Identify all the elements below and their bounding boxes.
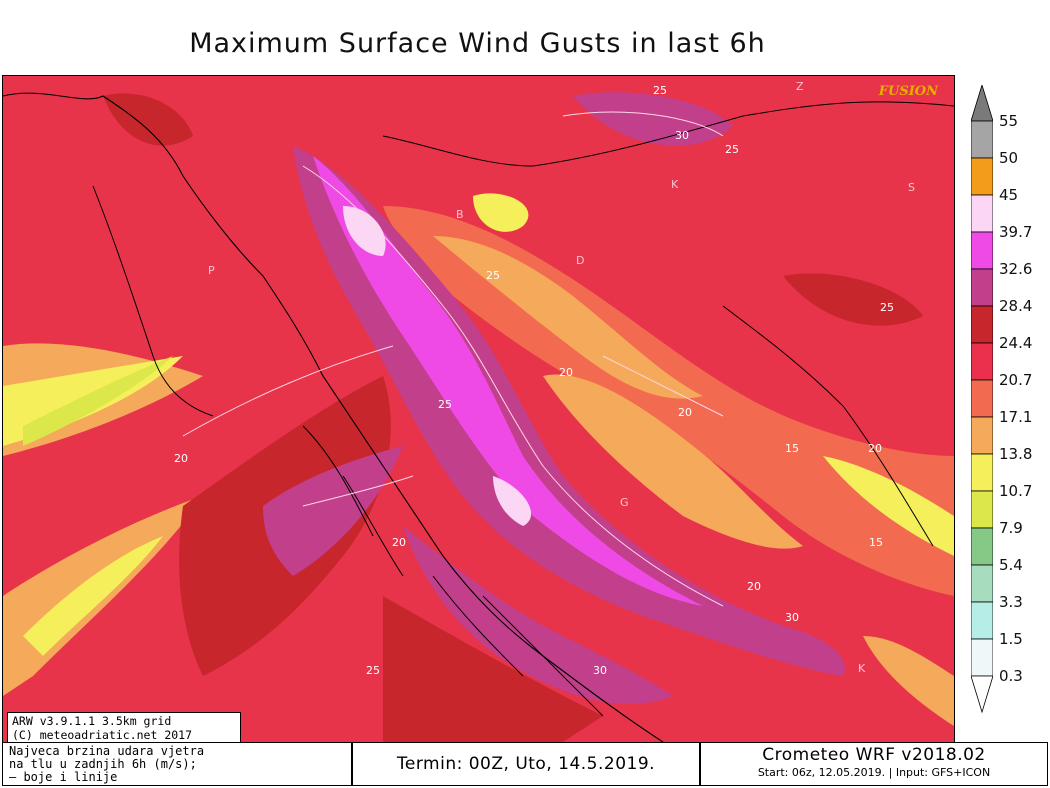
legend-swatch — [971, 527, 993, 566]
contour-label: 20 — [678, 406, 692, 419]
legend-label: 32.6 — [999, 260, 1033, 278]
contour-label: 15 — [785, 442, 799, 455]
legend-swatch — [971, 490, 993, 529]
legend-color-bar — [971, 85, 993, 714]
legend-label: 3.3 — [999, 593, 1023, 611]
legend-swatch — [971, 157, 993, 196]
contour-label: 25 — [880, 301, 894, 314]
forecast-termin: Termin: 00Z, Uto, 14.5.2019. — [352, 742, 700, 786]
fusion-logo: FUSION — [878, 84, 938, 99]
contour-label: 20 — [392, 536, 406, 549]
model-info-line: ARW v3.9.1.1 3.5km grid — [12, 714, 172, 728]
legend-swatch — [971, 379, 993, 418]
legend-swatch — [971, 638, 993, 677]
contour-labels: 25 30 25 20 25 20 20 15 20 15 20 30 25 2… — [174, 84, 894, 677]
footer-legend-text: Najveca brzina udara vjetra na tlu u zad… — [2, 742, 352, 786]
contour-label: 30 — [593, 664, 607, 677]
copyright-line: (C) meteoadriatic.net 2017 — [12, 728, 193, 742]
legend-label: 5.4 — [999, 556, 1023, 574]
contour-label: 25 — [725, 143, 739, 156]
legend-label: 7.9 — [999, 519, 1023, 537]
model-credit: Crometeo WRF v2018.02 Start: 06z, 12.05.… — [700, 742, 1048, 786]
legend-swatch — [971, 601, 993, 640]
legend-swatch-top — [971, 85, 993, 122]
place-letter: K — [671, 178, 679, 191]
legend-label: 13.8 — [999, 445, 1033, 463]
contour-label: 20 — [174, 452, 188, 465]
legend-label: 50 — [999, 149, 1019, 167]
legend-label: 24.4 — [999, 334, 1033, 352]
contour-label: 20 — [747, 580, 761, 593]
place-letter: S — [908, 181, 915, 194]
contour-label: 30 — [675, 129, 689, 142]
contour-label: 25 — [438, 398, 452, 411]
contour-label: 25 — [653, 84, 667, 97]
map-title: Maximum Surface Wind Gusts in last 6h — [189, 28, 766, 59]
wind-gust-map: 25 30 25 20 25 20 20 15 20 15 20 30 25 2… — [2, 75, 955, 743]
legend-label: 10.7 — [999, 482, 1033, 500]
legend-label: 17.1 — [999, 408, 1033, 426]
contour-label: 25 — [486, 269, 500, 282]
place-letter: K — [858, 662, 866, 675]
footer-legend-line: — boje i linije — [9, 770, 118, 784]
legend-swatch — [971, 194, 993, 233]
footer: Najveca brzina udara vjetra na tlu u zad… — [2, 742, 1048, 786]
contour-label: 20 — [868, 442, 882, 455]
legend-swatch — [971, 416, 993, 455]
legend-label: 1.5 — [999, 630, 1023, 648]
place-letter: B — [456, 208, 464, 221]
legend-swatch — [971, 342, 993, 381]
contour-label: 25 — [366, 664, 380, 677]
legend-label: 45 — [999, 186, 1019, 204]
model-info-box: ARW v3.9.1.1 3.5km grid (C) meteoadriati… — [7, 712, 241, 742]
contour-label: 15 — [869, 536, 883, 549]
place-letter: G — [620, 496, 629, 509]
legend-swatch — [971, 453, 993, 492]
legend-swatch — [971, 305, 993, 344]
legend-label: 0.3 — [999, 667, 1023, 685]
model-start: Start: 06z, 12.05.2019. | Input: GFS+ICO… — [757, 766, 991, 779]
contour-label: 30 — [785, 611, 799, 624]
legend-swatch — [971, 564, 993, 603]
legend-swatch-bottom — [971, 675, 993, 714]
legend-label: 28.4 — [999, 297, 1033, 315]
place-letter: P — [208, 264, 215, 277]
contour-label: 20 — [559, 366, 573, 379]
footer-legend-line: na tlu u zadnjih 6h (m/s); — [9, 757, 197, 771]
place-letter: Z — [796, 80, 804, 93]
footer-legend-line: Najveca brzina udara vjetra — [9, 744, 205, 758]
map-canvas: 25 30 25 20 25 20 20 15 20 15 20 30 25 2… — [3, 76, 954, 742]
legend-label: 55 — [999, 112, 1019, 130]
legend-label: 39.7 — [999, 223, 1033, 241]
legend-swatch — [971, 231, 993, 270]
legend-label: 20.7 — [999, 371, 1033, 389]
legend-swatch — [971, 120, 993, 159]
model-title: Crometeo WRF v2018.02 — [762, 745, 986, 765]
place-letter: D — [576, 254, 584, 267]
place-letters: B K D P G K S Z — [208, 80, 915, 675]
legend-swatch — [971, 268, 993, 307]
